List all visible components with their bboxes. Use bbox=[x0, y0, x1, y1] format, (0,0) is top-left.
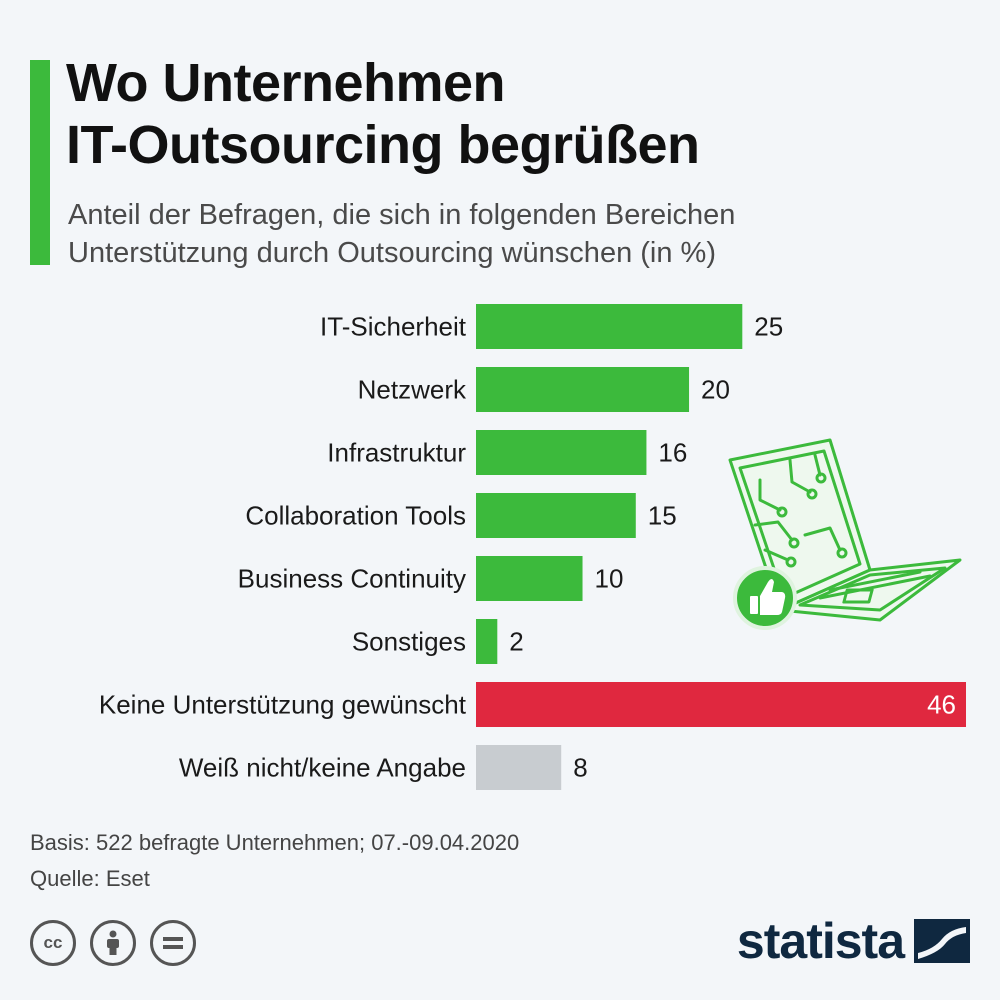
category-label: Netzwerk bbox=[358, 375, 467, 405]
value-label: 10 bbox=[595, 564, 624, 594]
title-line-1: Wo Unternehmen bbox=[66, 53, 506, 113]
value-label: 46 bbox=[927, 690, 956, 720]
bar bbox=[476, 367, 690, 412]
no-derivatives-icon[interactable] bbox=[150, 920, 196, 966]
title-line-2: IT-Outsourcing begrüßen bbox=[66, 115, 700, 175]
bar bbox=[476, 745, 562, 790]
value-label: 2 bbox=[509, 627, 523, 657]
category-label: Weiß nicht/keine Angabe bbox=[179, 753, 466, 783]
value-label: 8 bbox=[573, 753, 587, 783]
bar-chart: IT-Sicherheit 25 Netzwerk 20 Infrastruktur 16… bbox=[99, 304, 966, 790]
page-title: Wo Unternehmen IT-Outsourcing begrüßen bbox=[66, 52, 700, 176]
category-label: Collaboration Tools bbox=[245, 501, 466, 531]
category-label: Keine Unterstützung gewünscht bbox=[99, 690, 467, 720]
bar bbox=[476, 304, 743, 349]
subtitle-line-1: Anteil der Befragen, die sich in folgend… bbox=[68, 199, 736, 231]
cc-icon[interactable]: cc bbox=[30, 920, 76, 966]
bar bbox=[476, 556, 583, 601]
title-accent-bar bbox=[30, 60, 50, 265]
footer-notes: Basis: 522 befragte Unternehmen; 07.-09.… bbox=[30, 825, 519, 897]
license-icons: cc bbox=[30, 920, 196, 966]
value-label: 25 bbox=[754, 312, 783, 342]
value-label: 20 bbox=[701, 375, 730, 405]
person-glyph bbox=[107, 930, 119, 955]
value-label: 16 bbox=[658, 438, 687, 468]
attribution-icon[interactable] bbox=[90, 920, 136, 966]
value-label: 15 bbox=[648, 501, 677, 531]
statista-mark-icon bbox=[914, 919, 970, 963]
category-label: IT-Sicherheit bbox=[320, 312, 467, 342]
category-label: Business Continuity bbox=[238, 564, 466, 594]
laptop-circuit-icon bbox=[728, 438, 962, 630]
category-label: Infrastruktur bbox=[327, 438, 466, 468]
subtitle-line-2: Unterstützung durch Outsourcing wünschen… bbox=[68, 237, 716, 269]
equals-glyph bbox=[163, 937, 183, 949]
bar bbox=[476, 430, 647, 475]
bar bbox=[476, 619, 498, 664]
statista-logo[interactable]: statista bbox=[737, 912, 970, 970]
bar bbox=[476, 493, 636, 538]
basis-note: Basis: 522 befragte Unternehmen; 07.-09.… bbox=[30, 830, 520, 855]
page-subtitle: Anteil der Befragen, die sich in folgend… bbox=[68, 196, 735, 272]
bar bbox=[476, 682, 966, 727]
category-label: Sonstiges bbox=[352, 627, 466, 657]
source-note: Quelle: Eset bbox=[30, 866, 150, 891]
brand-name: statista bbox=[736, 913, 905, 969]
